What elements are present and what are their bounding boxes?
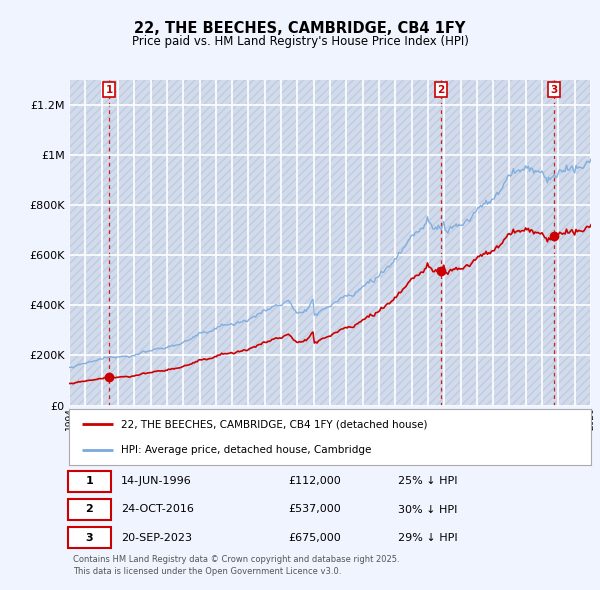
Text: 22, THE BEECHES, CAMBRIDGE, CB4 1FY (detached house): 22, THE BEECHES, CAMBRIDGE, CB4 1FY (det…: [121, 419, 428, 430]
Text: £112,000: £112,000: [288, 476, 341, 486]
Text: 2: 2: [437, 84, 445, 94]
Text: 24-OCT-2016: 24-OCT-2016: [121, 504, 194, 514]
Text: HPI: Average price, detached house, Cambridge: HPI: Average price, detached house, Camb…: [121, 445, 371, 455]
Text: 22, THE BEECHES, CAMBRIDGE, CB4 1FY: 22, THE BEECHES, CAMBRIDGE, CB4 1FY: [134, 21, 466, 35]
Text: 30% ↓ HPI: 30% ↓ HPI: [398, 504, 457, 514]
FancyBboxPatch shape: [68, 527, 111, 548]
Text: 14-JUN-1996: 14-JUN-1996: [121, 476, 192, 486]
FancyBboxPatch shape: [68, 499, 111, 520]
FancyBboxPatch shape: [68, 471, 111, 491]
Text: Price paid vs. HM Land Registry's House Price Index (HPI): Price paid vs. HM Land Registry's House …: [131, 35, 469, 48]
Text: 2: 2: [85, 504, 93, 514]
Text: £675,000: £675,000: [288, 533, 341, 543]
Text: 3: 3: [550, 84, 557, 94]
Text: 1: 1: [106, 84, 113, 94]
Text: 29% ↓ HPI: 29% ↓ HPI: [398, 533, 457, 543]
Text: £537,000: £537,000: [288, 504, 341, 514]
Text: 25% ↓ HPI: 25% ↓ HPI: [398, 476, 457, 486]
Text: 20-SEP-2023: 20-SEP-2023: [121, 533, 192, 543]
Text: 3: 3: [86, 533, 93, 543]
Text: 1: 1: [85, 476, 93, 486]
Text: Contains HM Land Registry data © Crown copyright and database right 2025.
This d: Contains HM Land Registry data © Crown c…: [73, 555, 400, 576]
